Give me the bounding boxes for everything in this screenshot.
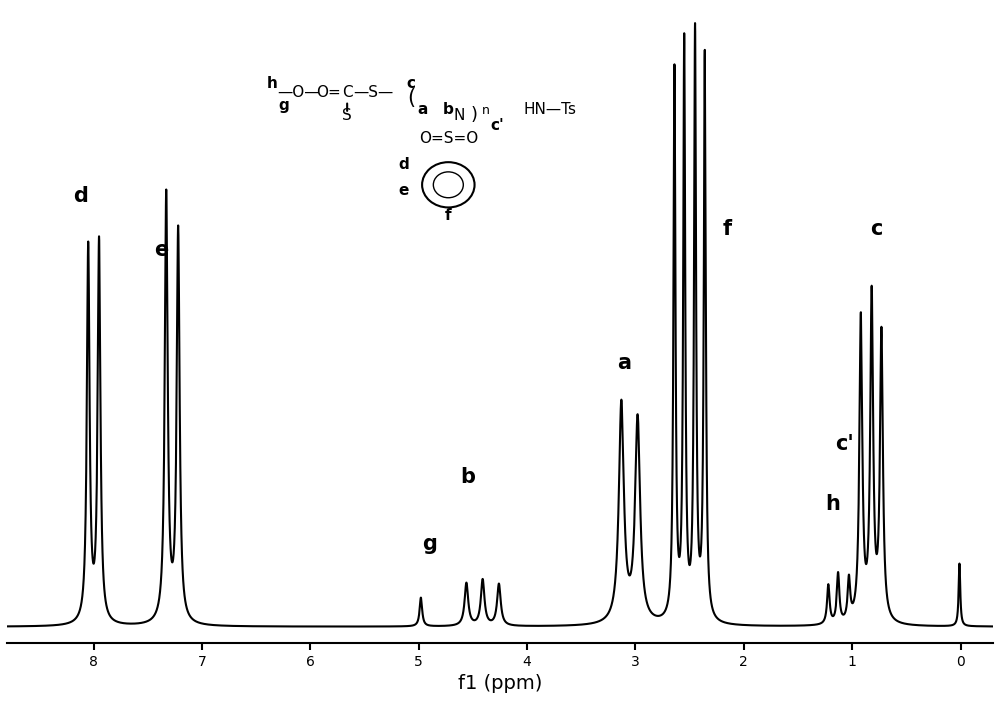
Text: d: d <box>73 186 88 206</box>
Text: c: c <box>870 219 882 239</box>
Text: h: h <box>825 494 840 514</box>
X-axis label: f1 (ppm): f1 (ppm) <box>458 675 542 694</box>
Text: g: g <box>422 534 437 554</box>
Text: b: b <box>460 467 475 486</box>
Text: a: a <box>618 353 632 373</box>
Text: e: e <box>154 240 168 260</box>
Text: f: f <box>723 219 732 239</box>
Text: c': c' <box>835 435 854 454</box>
